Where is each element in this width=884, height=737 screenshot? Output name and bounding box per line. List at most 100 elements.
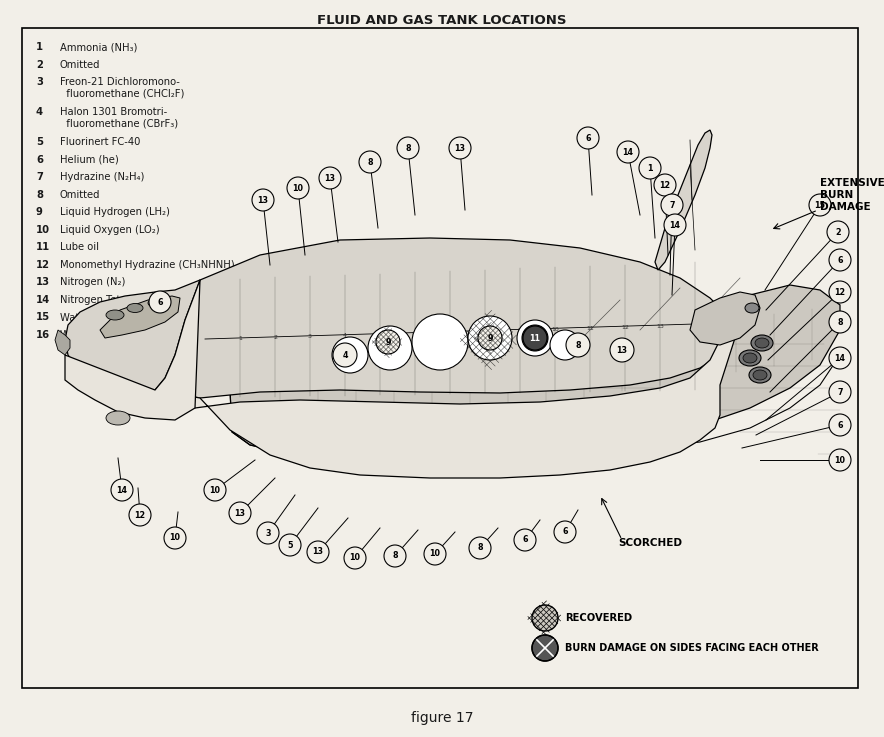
- Text: Freon-21 Dichloromono-
  fluoromethane (CHCl₂F): Freon-21 Dichloromono- fluoromethane (CH…: [60, 77, 185, 99]
- Text: Omitted: Omitted: [60, 189, 101, 200]
- Ellipse shape: [743, 353, 757, 363]
- Text: Hydrazine (N₂H₄): Hydrazine (N₂H₄): [60, 172, 144, 182]
- Circle shape: [577, 127, 599, 149]
- Text: 5: 5: [378, 332, 382, 337]
- Text: 10: 10: [170, 534, 180, 542]
- Circle shape: [332, 337, 368, 373]
- Circle shape: [412, 314, 468, 370]
- Circle shape: [449, 137, 471, 159]
- Text: 9: 9: [36, 207, 43, 217]
- Text: 5: 5: [287, 540, 293, 550]
- Text: FLUID AND GAS TANK LOCATIONS: FLUID AND GAS TANK LOCATIONS: [317, 14, 567, 27]
- Text: Liquid Oxygen (LO₂): Liquid Oxygen (LO₂): [60, 225, 160, 234]
- Text: 14: 14: [834, 354, 845, 363]
- Text: 6: 6: [413, 330, 417, 335]
- Ellipse shape: [751, 335, 773, 351]
- Text: 15: 15: [814, 200, 826, 209]
- Text: 13: 13: [324, 173, 336, 183]
- Text: 9: 9: [385, 338, 391, 346]
- Text: 13: 13: [234, 509, 246, 517]
- Text: 7: 7: [448, 329, 452, 335]
- Polygon shape: [655, 130, 712, 270]
- Text: Water (deionized): Water (deionized): [60, 312, 149, 322]
- Text: SCORCHED: SCORCHED: [618, 538, 682, 548]
- Ellipse shape: [755, 338, 769, 348]
- Circle shape: [333, 343, 357, 367]
- Text: BURN DAMAGE ON SIDES FACING EACH OTHER: BURN DAMAGE ON SIDES FACING EACH OTHER: [565, 643, 819, 653]
- Circle shape: [368, 326, 412, 370]
- Ellipse shape: [106, 411, 130, 425]
- Text: 13: 13: [656, 324, 664, 329]
- Text: 10: 10: [36, 225, 50, 234]
- Text: Ammonia (NH₃): Ammonia (NH₃): [60, 42, 137, 52]
- Circle shape: [149, 291, 171, 313]
- Text: 13: 13: [313, 548, 324, 556]
- Text: 8: 8: [575, 340, 581, 349]
- Text: 10: 10: [834, 455, 845, 464]
- Circle shape: [164, 527, 186, 549]
- Circle shape: [829, 449, 851, 471]
- Ellipse shape: [745, 303, 759, 313]
- Text: 3: 3: [308, 334, 312, 338]
- Text: 12: 12: [36, 259, 50, 270]
- Text: 10: 10: [551, 326, 559, 332]
- Text: 5: 5: [36, 137, 43, 147]
- Circle shape: [257, 522, 279, 544]
- Text: 15: 15: [36, 312, 50, 322]
- Text: 7: 7: [36, 172, 43, 182]
- Text: 6: 6: [837, 421, 842, 430]
- Text: Nitrogen Tetroxide (N₂O₄): Nitrogen Tetroxide (N₂O₄): [60, 295, 186, 304]
- Polygon shape: [65, 280, 200, 390]
- Text: 1: 1: [238, 335, 242, 340]
- Text: figure 17: figure 17: [411, 711, 473, 725]
- Circle shape: [809, 194, 831, 216]
- Text: EXTENSIVE
BURN
DAMAGE: EXTENSIVE BURN DAMAGE: [820, 178, 884, 212]
- Text: 14: 14: [622, 147, 634, 156]
- Text: 6: 6: [562, 528, 568, 537]
- Polygon shape: [155, 318, 735, 478]
- Circle shape: [532, 605, 558, 631]
- Circle shape: [359, 151, 381, 173]
- Text: 13: 13: [257, 195, 269, 204]
- Text: 16: 16: [36, 329, 50, 340]
- Text: 11: 11: [530, 334, 540, 343]
- Circle shape: [532, 635, 558, 661]
- Text: Nitrogen (N₂): Nitrogen (N₂): [60, 277, 126, 287]
- Text: Omitted: Omitted: [60, 60, 101, 69]
- Circle shape: [307, 541, 329, 563]
- Text: 8: 8: [837, 318, 842, 326]
- Circle shape: [517, 320, 553, 356]
- Circle shape: [522, 325, 548, 351]
- Text: 8: 8: [36, 189, 43, 200]
- Text: 12: 12: [621, 324, 629, 329]
- Text: 8: 8: [477, 543, 483, 553]
- Text: 1: 1: [36, 42, 43, 52]
- Circle shape: [639, 157, 661, 179]
- Text: 11: 11: [586, 326, 594, 330]
- Polygon shape: [100, 296, 180, 338]
- Text: Liquid Hydrogen (LH₂): Liquid Hydrogen (LH₂): [60, 207, 170, 217]
- Circle shape: [664, 214, 686, 236]
- Circle shape: [514, 529, 536, 551]
- Text: 7: 7: [837, 388, 842, 397]
- Circle shape: [279, 534, 301, 556]
- Circle shape: [829, 414, 851, 436]
- Text: 7: 7: [669, 200, 674, 209]
- Circle shape: [654, 174, 676, 196]
- Circle shape: [468, 316, 512, 360]
- Text: 2: 2: [835, 228, 841, 237]
- Polygon shape: [230, 285, 840, 455]
- Circle shape: [610, 338, 634, 362]
- Text: 3: 3: [36, 77, 43, 87]
- Text: 10: 10: [293, 184, 303, 192]
- Circle shape: [829, 347, 851, 369]
- Text: Fluorinert FC-40: Fluorinert FC-40: [60, 137, 141, 147]
- Text: 3: 3: [265, 528, 271, 537]
- Text: 12: 12: [834, 287, 846, 296]
- Circle shape: [111, 479, 133, 501]
- Text: 6: 6: [585, 133, 591, 142]
- Text: 13: 13: [616, 346, 628, 354]
- Text: 6: 6: [522, 536, 528, 545]
- Circle shape: [287, 177, 309, 199]
- Circle shape: [319, 167, 341, 189]
